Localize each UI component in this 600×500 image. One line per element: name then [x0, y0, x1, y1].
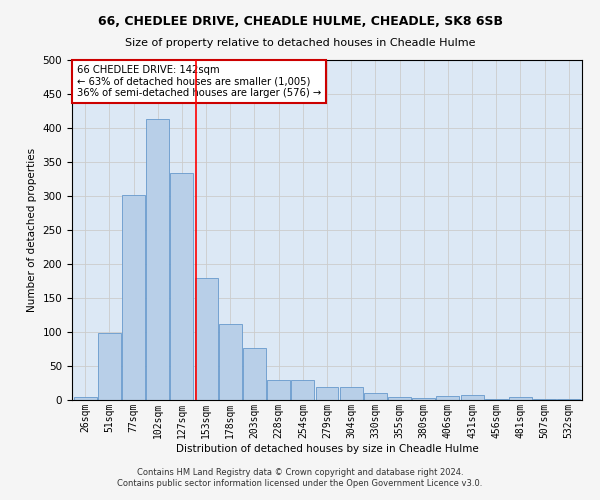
Bar: [436, 396, 460, 400]
Text: 66 CHEDLEE DRIVE: 142sqm
← 63% of detached houses are smaller (1,005)
36% of sem: 66 CHEDLEE DRIVE: 142sqm ← 63% of detach…: [77, 65, 322, 98]
Bar: [98, 332, 121, 400]
Bar: [388, 396, 411, 400]
Bar: [170, 173, 193, 400]
Bar: [509, 398, 532, 400]
Bar: [194, 278, 218, 400]
Bar: [267, 380, 290, 400]
Y-axis label: Number of detached properties: Number of detached properties: [27, 148, 37, 312]
Bar: [364, 393, 387, 400]
Text: Contains HM Land Registry data © Crown copyright and database right 2024.
Contai: Contains HM Land Registry data © Crown c…: [118, 468, 482, 487]
Bar: [340, 387, 362, 400]
Bar: [461, 395, 484, 400]
Bar: [533, 398, 556, 400]
Bar: [292, 380, 314, 400]
Bar: [74, 396, 97, 400]
Bar: [243, 348, 266, 400]
Bar: [219, 324, 242, 400]
Text: Size of property relative to detached houses in Cheadle Hulme: Size of property relative to detached ho…: [125, 38, 475, 48]
Bar: [412, 398, 435, 400]
Bar: [122, 196, 145, 400]
Text: 66, CHEDLEE DRIVE, CHEADLE HULME, CHEADLE, SK8 6SB: 66, CHEDLEE DRIVE, CHEADLE HULME, CHEADL…: [97, 15, 503, 28]
Bar: [316, 387, 338, 400]
Bar: [146, 119, 169, 400]
X-axis label: Distribution of detached houses by size in Cheadle Hulme: Distribution of detached houses by size …: [176, 444, 478, 454]
